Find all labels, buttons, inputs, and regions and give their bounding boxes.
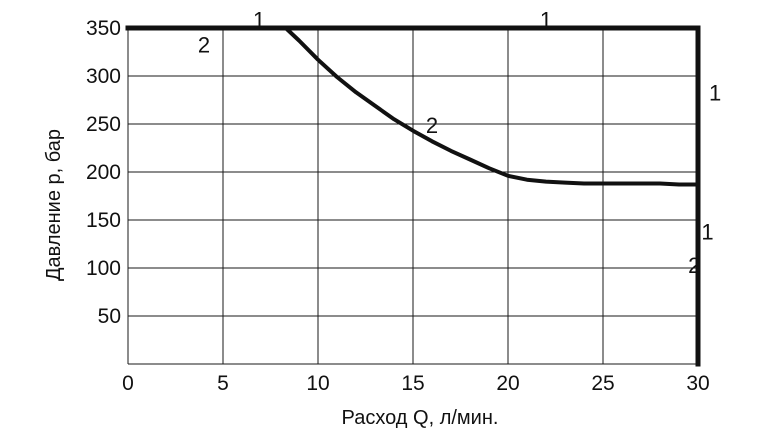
y-tick-label: 350: [86, 17, 121, 40]
y-tick-label: 200: [86, 161, 121, 184]
curve-label: 1: [709, 80, 721, 105]
x-axis-ticks: 0 5 10 15 20 25 30: [122, 372, 710, 395]
grid: [127, 28, 698, 365]
x-tick-label: 10: [306, 372, 329, 395]
y-tick-label: 150: [86, 209, 121, 232]
y-tick-label: 50: [98, 305, 121, 328]
series-layer: [125, 25, 701, 367]
curve-label: 1: [701, 220, 713, 245]
x-tick-label: 30: [686, 372, 709, 395]
series-line-2: [126, 26, 700, 366]
y-axis-ticks: 50 100 150 200 250 300 350: [86, 17, 121, 328]
curve-label: 1: [540, 7, 552, 32]
y-tick-label: 300: [86, 65, 121, 88]
x-axis-label: Расход Q, л/мин.: [342, 407, 499, 429]
curve-label: 2: [426, 113, 438, 138]
x-tick-label: 0: [122, 372, 134, 395]
y-tick-label: 250: [86, 113, 121, 136]
curve-label: 2: [198, 32, 210, 57]
curve-label: 2: [688, 253, 700, 278]
y-tick-label: 100: [86, 257, 121, 280]
x-tick-label: 5: [217, 372, 229, 395]
x-tick-label: 25: [591, 372, 614, 395]
x-tick-label: 20: [496, 372, 519, 395]
x-tick-label: 15: [401, 372, 424, 395]
y-axis-label: Давление р, бар: [43, 129, 65, 281]
curve-label: 1: [253, 7, 265, 32]
